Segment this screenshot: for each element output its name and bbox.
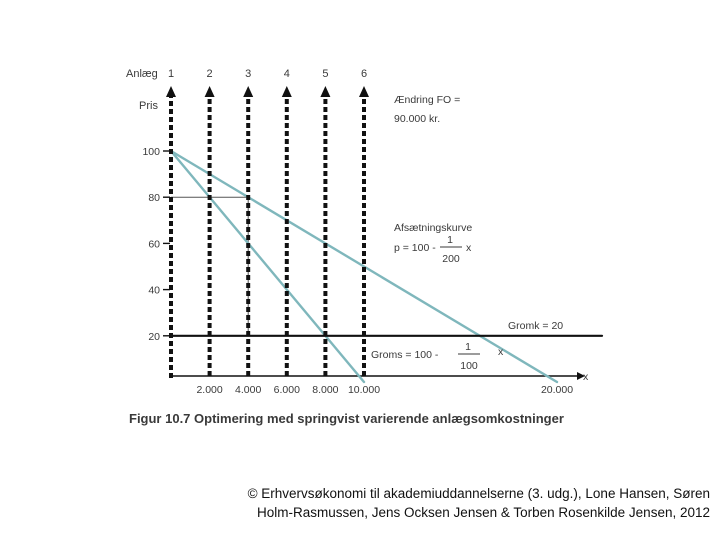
y-tick-label-40: 40: [148, 285, 160, 297]
fo-change-line2: 90.000 kr.: [394, 113, 440, 125]
mr-equation-denominator: 100: [460, 360, 478, 372]
copyright-line-1: © Erhvervsøkonomi til akademiuddannelser…: [247, 486, 710, 501]
demand-annotation: Afsætningskurve p = 100 - 1 200 x: [394, 222, 472, 265]
x-tick-label-6000: 6.000: [274, 384, 300, 396]
capacity-label-4: 4: [284, 68, 290, 80]
demand-equation-left: p = 100 -: [394, 242, 436, 254]
chart-figure: 1 2 3 4 5 6 100 80 60 40 20 2.000 4.000 6.000 8.000 10.…: [126, 68, 604, 426]
demand-equation-var: x: [466, 242, 472, 254]
demand-name: Afsætningskurve: [394, 222, 472, 234]
y-tick-label-20: 20: [148, 331, 160, 343]
capacity-label-1: 1: [168, 68, 174, 80]
copyright-line-2: Holm-Rasmussen, Jens Ocksen Jensen & Tor…: [257, 505, 710, 520]
demand-curve: [169, 149, 559, 384]
figure-caption: Figur 10.7 Optimering med springvist var…: [129, 411, 564, 426]
mr-equation-left: Groms = 100 -: [371, 349, 439, 361]
y-tick-label-100: 100: [142, 146, 160, 158]
tick-labels: 1 2 3 4 5 6 100 80 60 40 20 2.000 4.000 6.000 8.000 10.…: [142, 68, 573, 396]
y-tick-label-60: 60: [148, 238, 160, 250]
mr-equation-var: x: [498, 346, 504, 358]
copyright-notice: © Erhvervsøkonomi til akademiuddannelser…: [150, 484, 710, 522]
x-tick-label-8000: 8.000: [312, 384, 338, 396]
x-axis-arrow: [577, 372, 585, 380]
x-axis-label: x: [583, 371, 589, 383]
capacity-arrow-1: [166, 86, 176, 97]
capacity-label-6: 6: [361, 68, 367, 80]
y-axis-label: Pris: [139, 100, 158, 112]
capacity-arrow-5: [320, 86, 331, 97]
capacity-arrow-4: [281, 86, 292, 97]
x-tick-label-10000: 10.000: [348, 384, 380, 396]
axes: [170, 372, 585, 380]
capacity-arrow-2: [204, 86, 215, 97]
x-tick-label-4000: 4.000: [235, 384, 261, 396]
capacity-lines: [166, 86, 369, 378]
capacity-label-2: 2: [207, 68, 213, 80]
fo-change-annotation: Ændring FO = 90.000 kr.: [394, 94, 460, 125]
capacity-arrow-6: [359, 86, 369, 97]
fo-change-line1: Ændring FO =: [394, 94, 460, 106]
capacity-label-5: 5: [322, 68, 328, 80]
mr-equation-numerator: 1: [465, 341, 471, 353]
capacity-arrow-3: [243, 86, 254, 97]
demand-equation-numerator: 1: [447, 234, 453, 246]
y-tick-label-80: 80: [148, 192, 160, 204]
top-axis-label: Anlæg: [126, 68, 158, 80]
marginal-cost-label: Gromk = 20: [508, 320, 563, 332]
demand-equation-denominator: 200: [442, 253, 460, 265]
marginal-revenue-curve: [169, 149, 366, 384]
x-tick-label-2000: 2.000: [196, 384, 222, 396]
capacity-label-3: 3: [245, 68, 251, 80]
marginal-revenue-annotation: Groms = 100 - 1 100 x: [371, 341, 504, 372]
curves: [169, 149, 604, 384]
x-tick-label-20000: 20.000: [541, 384, 573, 396]
